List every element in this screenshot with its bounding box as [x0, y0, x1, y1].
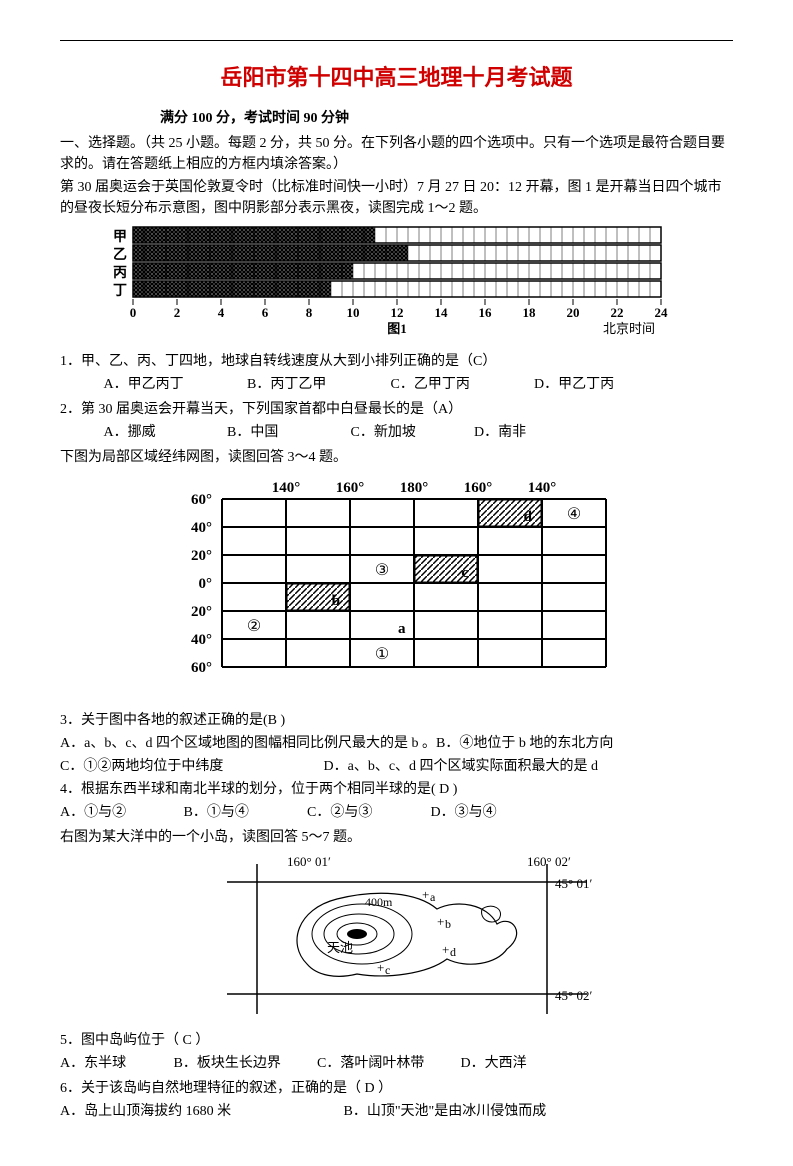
svg-text:24: 24: [654, 305, 668, 320]
svg-text:180°: 180°: [399, 480, 428, 496]
svg-text:④: ④: [566, 506, 580, 523]
svg-text:乙: 乙: [113, 247, 127, 263]
q4-options: A．①与② B．①与④ C．②与③ D．③与④: [60, 802, 733, 823]
svg-text:160°: 160°: [463, 480, 492, 496]
svg-text:140°: 140°: [271, 480, 300, 496]
svg-text:③: ③: [374, 562, 388, 579]
svg-text:10: 10: [346, 305, 359, 320]
q1-q2-intro: 第 30 届奥运会于英国伦敦夏令时（比标准时间快一小时）7 月 27 日 20：…: [60, 177, 733, 219]
q1-options: A．甲乙丙丁 B．丙丁乙甲 C．乙甲丁丙 D．甲乙丁丙: [60, 374, 733, 395]
svg-text:6: 6: [261, 305, 268, 320]
q2-stem: 2．第 30 届奥运会开幕当天，下列国家首都中白昼最长的是（A）: [60, 399, 733, 420]
svg-text:12: 12: [390, 305, 403, 320]
svg-text:18: 18: [522, 305, 536, 320]
q5-stem: 5．图中岛屿位于（ C ）: [60, 1030, 733, 1051]
svg-text:+: +: [437, 914, 444, 929]
figure-3: 160° 01′160° 02′45° 01′45° 02′400m天池+a+b…: [60, 854, 733, 1024]
svg-text:①: ①: [374, 646, 388, 663]
q6-stem: 6．关于该岛屿自然地理特征的叙述，正确的是（ D ）: [60, 1078, 733, 1099]
svg-text:图1: 图1: [387, 321, 407, 336]
svg-text:丙: 丙: [113, 265, 127, 281]
svg-text:40°: 40°: [191, 632, 212, 648]
svg-text:丁: 丁: [113, 284, 127, 299]
q2-options: A．挪威 B．中国 C．新加坡 D．南非: [60, 422, 733, 443]
svg-text:+: +: [442, 942, 449, 957]
svg-text:a: a: [398, 621, 406, 637]
svg-text:②: ②: [246, 618, 260, 635]
q3-line1: A．a、b、c、d 四个区域地图的图幅相同比例尺最大的是 b 。B．④地位于 b…: [60, 733, 733, 754]
svg-text:60°: 60°: [191, 660, 212, 676]
svg-text:a: a: [430, 890, 436, 904]
svg-text:20°: 20°: [191, 548, 212, 564]
svg-text:0°: 0°: [198, 576, 212, 592]
q5-options: A．东半球 B．板块生长边界 C．落叶阔叶林带 D．大西洋: [60, 1053, 733, 1074]
svg-text:b: b: [331, 593, 339, 609]
svg-text:14: 14: [434, 305, 448, 320]
svg-text:甲: 甲: [113, 229, 127, 245]
svg-text:60°: 60°: [191, 492, 212, 508]
svg-text:+: +: [377, 960, 384, 975]
svg-text:22: 22: [610, 305, 623, 320]
svg-text:c: c: [461, 565, 468, 581]
svg-text:45° 01′: 45° 01′: [555, 876, 592, 891]
svg-text:4: 4: [217, 305, 224, 320]
svg-text:20°: 20°: [191, 604, 212, 620]
q6-options: A．岛上山顶海拔约 1680 米 B．山顶"天池"是由冰川侵蚀而成: [60, 1101, 733, 1122]
q4-stem: 4．根据东西半球和南北半球的划分，位于两个相同半球的是( D ): [60, 779, 733, 800]
section-heading: 一、选择题。（共 25 小题。每题 2 分，共 50 分。在下列各小题的四个选项…: [60, 133, 733, 175]
svg-text:天池: 天池: [327, 940, 353, 955]
q3-stem: 3．关于图中各地的叙述正确的是(B ): [60, 710, 733, 731]
svg-text:b: b: [445, 917, 451, 931]
q3-line2: C．①②两地均位于中纬度 D．a、b、c、d 四个区域实际面积最大的是 d: [60, 756, 733, 777]
page-title: 岳阳市第十四中高三地理十月考试题: [60, 61, 733, 94]
svg-text:400m: 400m: [365, 895, 393, 909]
svg-text:c: c: [385, 963, 390, 977]
svg-text:160° 02′: 160° 02′: [527, 854, 571, 869]
figure-1: 甲乙丙丁024681012141618202224图1北京时间: [60, 225, 733, 345]
svg-text:北京时间: 北京时间: [602, 321, 654, 336]
svg-text:160°: 160°: [335, 480, 364, 496]
svg-text:160° 01′: 160° 01′: [287, 854, 331, 869]
q1-stem: 1．甲、乙、丙、丁四地，地球自转线速度从大到小排列正确的是（C）: [60, 351, 733, 372]
svg-text:2: 2: [173, 305, 180, 320]
svg-text:45° 02′: 45° 02′: [555, 988, 592, 1003]
q5-q7-intro: 右图为某大洋中的一个小岛，读图回答 5～7 题。: [60, 827, 733, 848]
svg-text:140°: 140°: [527, 480, 556, 496]
svg-text:20: 20: [566, 305, 579, 320]
svg-text:8: 8: [305, 305, 312, 320]
svg-text:16: 16: [478, 305, 492, 320]
svg-text:d: d: [450, 945, 456, 959]
svg-text:0: 0: [129, 305, 136, 320]
svg-text:d: d: [523, 509, 532, 525]
svg-text:+: +: [422, 887, 429, 902]
q3-q4-intro: 下图为局部区域经纬网图，读图回答 3～4 题。: [60, 447, 733, 468]
figure-2: 140° 160° 180° 160° 140° 60° 40° 20° 0° 20° 40° 60°…: [60, 474, 733, 704]
svg-text:40°: 40°: [191, 520, 212, 536]
subtitle: 满分 100 分，考试时间 90 分钟: [60, 108, 733, 129]
